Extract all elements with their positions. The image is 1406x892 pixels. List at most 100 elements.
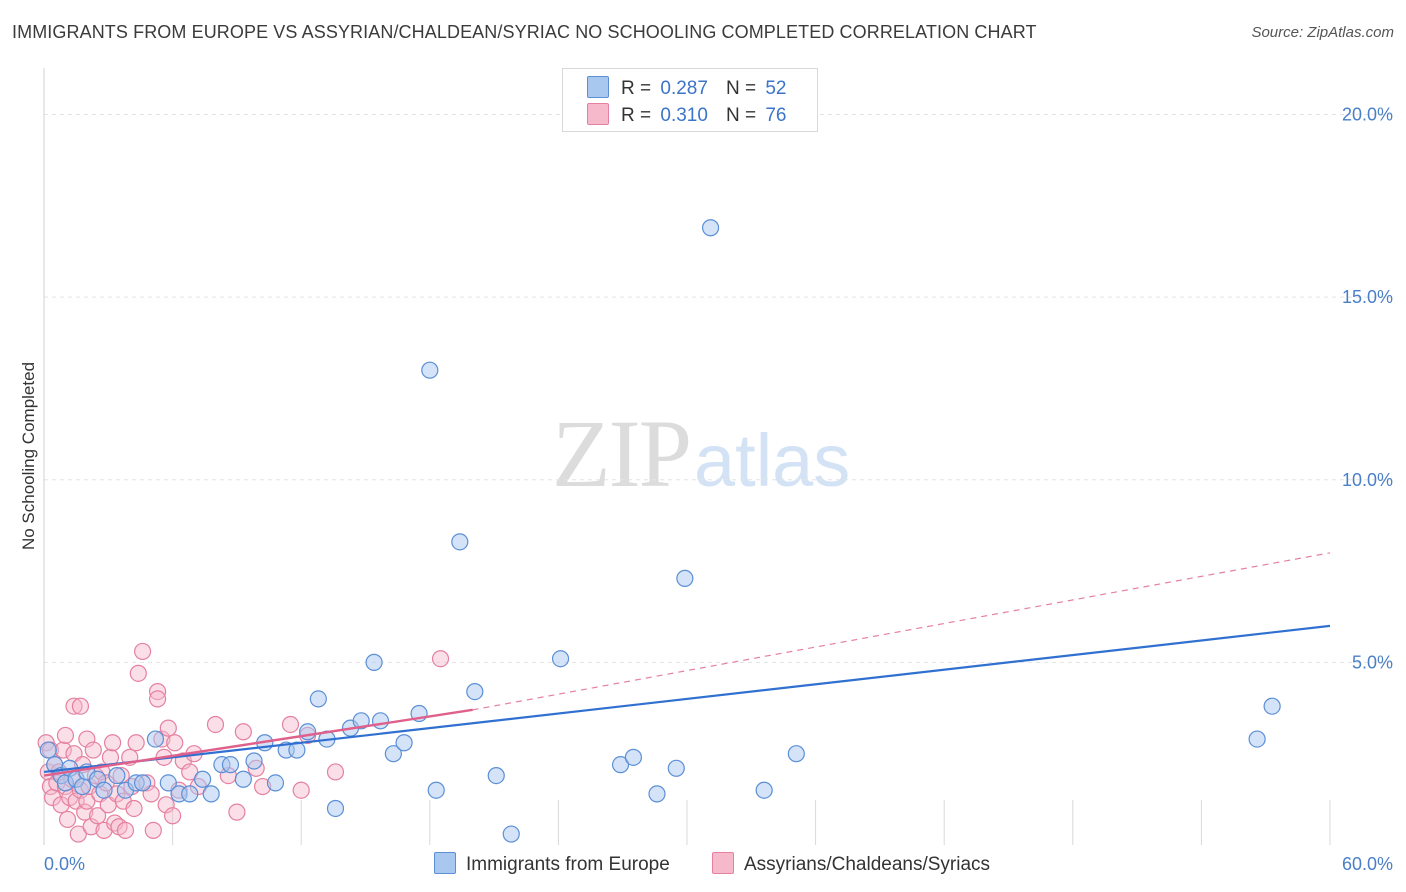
- point-assyrians: [78, 730, 96, 748]
- point-europe: [371, 712, 390, 730]
- point-europe: [755, 781, 773, 799]
- point-assyrians: [82, 818, 100, 836]
- point-europe: [1248, 730, 1266, 748]
- point-europe: [624, 748, 643, 766]
- legend-r-label: R =: [621, 78, 652, 99]
- legend-n-value-europe: 52: [765, 78, 787, 99]
- point-assyrians: [116, 821, 135, 839]
- point-europe: [787, 745, 805, 763]
- bottom-legend-assyrians: Assyrians/Chaldeans/Syriacs: [712, 852, 990, 878]
- point-assyrians: [125, 799, 143, 818]
- chart-title: IMMIGRANTS FROM EUROPE VS ASSYRIAN/CHALD…: [12, 22, 1037, 42]
- point-assyrians: [69, 825, 87, 843]
- legend-n-label: N =: [725, 105, 757, 126]
- point-assyrians: [164, 807, 182, 825]
- point-assyrians: [157, 796, 175, 814]
- point-assyrians: [56, 726, 75, 745]
- point-assyrians: [103, 734, 122, 752]
- legend-n-label: N =: [725, 78, 757, 99]
- bottom-legend-swatch-europe: [434, 852, 456, 874]
- trend-line-assyrians: [43, 708, 473, 777]
- y-tick-label: 15.0%: [1342, 287, 1393, 307]
- watermark: ZIPatlas: [552, 398, 850, 509]
- point-europe: [309, 690, 327, 708]
- legend-r-label: R =: [621, 105, 652, 126]
- point-europe: [502, 825, 520, 843]
- point-europe: [466, 682, 484, 701]
- point-europe: [194, 770, 212, 788]
- point-assyrians: [281, 715, 300, 734]
- point-assyrians: [159, 719, 177, 737]
- point-assyrians: [166, 734, 184, 752]
- point-assyrians: [133, 642, 152, 661]
- point-europe: [95, 781, 113, 799]
- point-europe: [73, 777, 92, 796]
- legend-row-europe: R = 0.287 N = 52: [587, 76, 786, 100]
- point-europe: [487, 767, 505, 785]
- legend-r-value-europe: 0.287: [660, 78, 708, 99]
- point-assyrians: [65, 697, 83, 715]
- legend-row-assyrians: R = 0.310 N = 76: [587, 103, 786, 127]
- point-europe: [221, 756, 240, 774]
- y-tick-label: 5.0%: [1352, 652, 1393, 672]
- point-europe: [611, 756, 630, 774]
- y-tick-label: 10.0%: [1342, 470, 1393, 490]
- correlation-legend: R = 0.287 N = 52 R = 0.310 N = 76: [562, 68, 818, 132]
- bottom-legend-label-europe: Immigrants from Europe: [466, 854, 670, 875]
- point-europe: [202, 785, 220, 803]
- series-assyrians-points: [37, 642, 450, 843]
- point-europe: [667, 759, 685, 777]
- point-europe: [427, 781, 445, 799]
- point-europe: [384, 745, 402, 763]
- point-europe: [451, 533, 469, 551]
- legend-n-value-assyrians: 76: [765, 105, 787, 126]
- point-europe: [365, 653, 383, 671]
- point-assyrians: [76, 803, 94, 821]
- point-europe: [288, 741, 306, 759]
- point-europe: [299, 723, 317, 741]
- point-europe: [326, 799, 345, 818]
- y-axis-title: No Schooling Completed: [19, 362, 38, 550]
- point-assyrians: [326, 763, 345, 781]
- point-assyrians: [148, 690, 167, 708]
- point-europe: [1263, 697, 1281, 715]
- point-assyrians: [71, 697, 90, 715]
- point-assyrians: [234, 723, 252, 741]
- trend-line-europe: [43, 624, 1331, 774]
- watermark-zip: ZIP: [552, 400, 692, 507]
- point-europe: [245, 752, 263, 770]
- bottom-legend-swatch-assyrians: [712, 852, 734, 874]
- point-assyrians: [129, 664, 147, 682]
- point-europe: [234, 770, 252, 788]
- point-europe: [395, 734, 413, 752]
- bottom-legend-label-assyrians: Assyrians/Chaldeans/Syriacs: [744, 854, 991, 875]
- point-europe: [701, 219, 720, 237]
- point-assyrians: [58, 810, 77, 829]
- point-europe: [133, 774, 152, 792]
- point-assyrians: [431, 650, 450, 668]
- watermark-atlas: atlas: [694, 419, 851, 502]
- point-europe: [159, 774, 177, 792]
- x-tick-label: 60.0%: [1342, 854, 1393, 874]
- point-assyrians: [144, 821, 162, 839]
- trend-line-assyrians-extended: [472, 552, 1331, 711]
- point-assyrians: [181, 763, 199, 781]
- source-label: Source: ZipAtlas.com: [1251, 24, 1394, 41]
- legend-swatch-assyrians: [587, 103, 609, 125]
- legend-r-value-assyrians: 0.310: [660, 105, 708, 126]
- point-europe: [39, 741, 57, 759]
- point-europe: [352, 712, 370, 730]
- y-tick-labels: 5.0% 10.0% 15.0% 20.0%: [1342, 105, 1393, 673]
- point-assyrians: [148, 682, 167, 701]
- point-europe: [676, 569, 694, 587]
- point-assyrians: [84, 741, 102, 759]
- x-tick-labels: 0.0% 60.0%: [44, 854, 1393, 874]
- trend-lines: [43, 552, 1331, 777]
- point-assyrians: [292, 781, 310, 799]
- point-assyrians: [206, 715, 225, 734]
- point-europe: [266, 774, 285, 792]
- point-assyrians: [228, 803, 246, 821]
- point-europe: [108, 767, 126, 785]
- point-europe: [181, 785, 199, 803]
